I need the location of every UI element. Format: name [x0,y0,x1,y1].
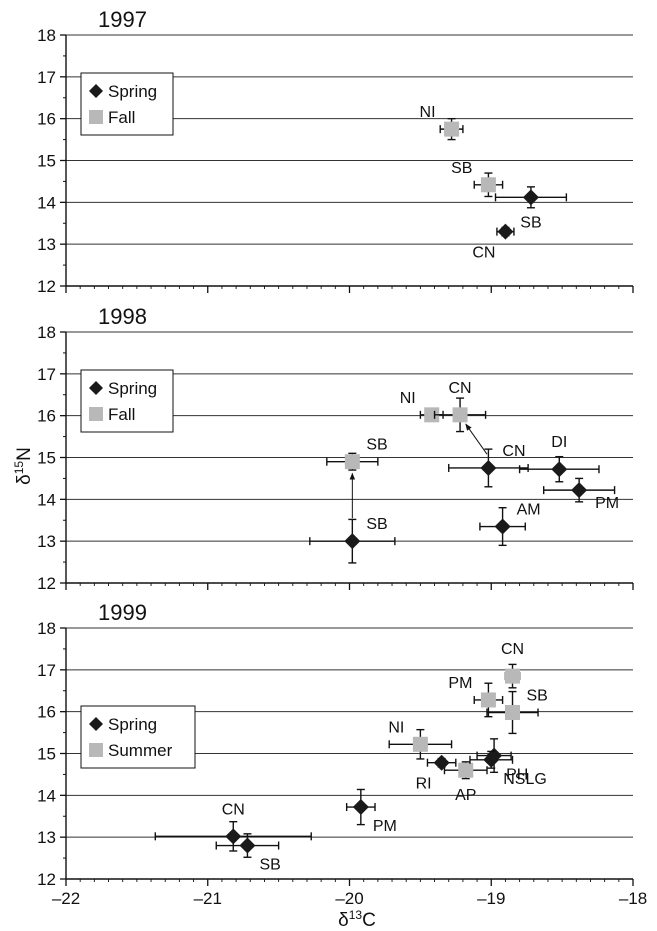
point-label: NI [400,390,416,407]
data-point-spring [551,461,568,478]
point-label: SB [366,516,387,533]
data-point-spring [522,189,539,206]
legend-square-marker [89,407,103,421]
data-point-fall [344,454,360,470]
y-tick-label: 14 [37,786,56,805]
legend-diamond-marker [89,381,103,395]
x-tick-label: –20 [335,889,363,908]
legend-label: Spring [108,379,157,398]
data-point-summer [505,705,521,721]
x-tick-label: –18 [619,889,647,908]
data-point-fall [444,121,460,137]
data-point-spring [225,828,242,845]
data-point-spring [344,533,361,550]
data-point-spring [352,799,369,816]
panel-1998: 12 13 14 15 16 17 18 1998 Spring Fall NI CN SB CN DI PM… [37,304,634,593]
point-label: PM [373,818,397,835]
legend-label: Spring [108,715,157,734]
data-point-summer [505,668,521,684]
y-tick-label: 15 [37,449,56,468]
y-tick-label: 17 [37,365,56,384]
point-label: SB [451,160,472,177]
legend-diamond-marker [89,717,103,731]
y-tick-label: 16 [37,703,56,722]
x-tick-label: –19 [477,889,505,908]
panel-title: 1998 [98,304,147,329]
y-tick-label: 13 [37,235,56,254]
y-tick-label: 12 [37,277,56,296]
point-label: CN [472,245,495,262]
y-tick-label: 14 [37,193,56,212]
data-point-spring [497,223,514,240]
panel-title: 1997 [98,7,147,32]
y-tick-label: 14 [37,490,56,509]
y-tick-label: 16 [37,110,56,129]
y-tick-label: 15 [37,152,56,171]
data-point-fall [480,177,496,193]
legend-label: Spring [108,82,157,101]
x-tick-label: –21 [194,889,222,908]
legend-square-marker [89,743,103,757]
point-label: NI [420,104,436,121]
data-point-spring [239,837,256,854]
point-label: SB [520,214,541,231]
data-point-spring [433,754,450,771]
legend-label: Summer [108,741,173,760]
data-point-summer [458,762,474,778]
legend-label: Fall [108,108,135,127]
data-point-spring [494,518,511,535]
y-tick-label: 12 [37,574,56,593]
point-label: PH [506,767,528,784]
panel-1999: 12 13 14 15 16 17 18 –22 –21 –20 –19 –18 1999 Spring S… [37,600,647,908]
point-label: AP [455,787,476,804]
data-point-spring [571,482,588,499]
y-tick-label: 13 [37,828,56,847]
x-axis-label: δ13C [338,908,376,931]
y-tick-label: 17 [37,661,56,680]
legend-box [80,705,196,769]
data-point-fall [452,407,468,423]
y-tick-label: 18 [37,619,56,638]
y-tick-label: 18 [37,323,56,342]
data-point-fall [424,407,440,423]
y-tick-label: 15 [37,745,56,764]
data-point-summer [480,692,496,708]
y-tick-label: 16 [37,407,56,426]
x-tick-label: –22 [52,889,80,908]
point-label: CN [449,380,472,397]
panel-1997: 12 13 14 15 16 17 18 1997 Spring Fall NI SB SB CN [37,7,634,296]
legend-diamond-marker [89,84,103,98]
data-point-spring [483,751,500,768]
legend-box [80,72,174,136]
point-label: AM [517,502,541,519]
point-label: PM [448,675,472,692]
point-label: NSLG [503,771,547,788]
legend-square-marker [89,110,103,124]
point-label: PM [595,495,619,512]
y-tick-label: 17 [37,68,56,87]
point-label: SB [527,688,548,705]
point-label: DI [551,434,567,451]
point-label: SB [366,437,387,454]
point-label: SB [259,857,280,874]
legend-box [80,369,174,433]
y-axis-label: δ15N [12,447,35,485]
shift-arrow [465,423,488,455]
y-tick-label: 18 [37,26,56,45]
point-label: CN [502,443,525,460]
point-label: CN [222,801,245,818]
point-label: CN [501,641,524,658]
panel-title: 1999 [98,600,147,625]
point-label: RI [416,776,432,793]
y-tick-label: 12 [37,870,56,889]
data-point-summer [412,736,428,752]
legend-label: Fall [108,405,135,424]
y-tick-label: 13 [37,532,56,551]
data-point-spring [480,459,497,476]
point-label: NI [388,719,404,736]
